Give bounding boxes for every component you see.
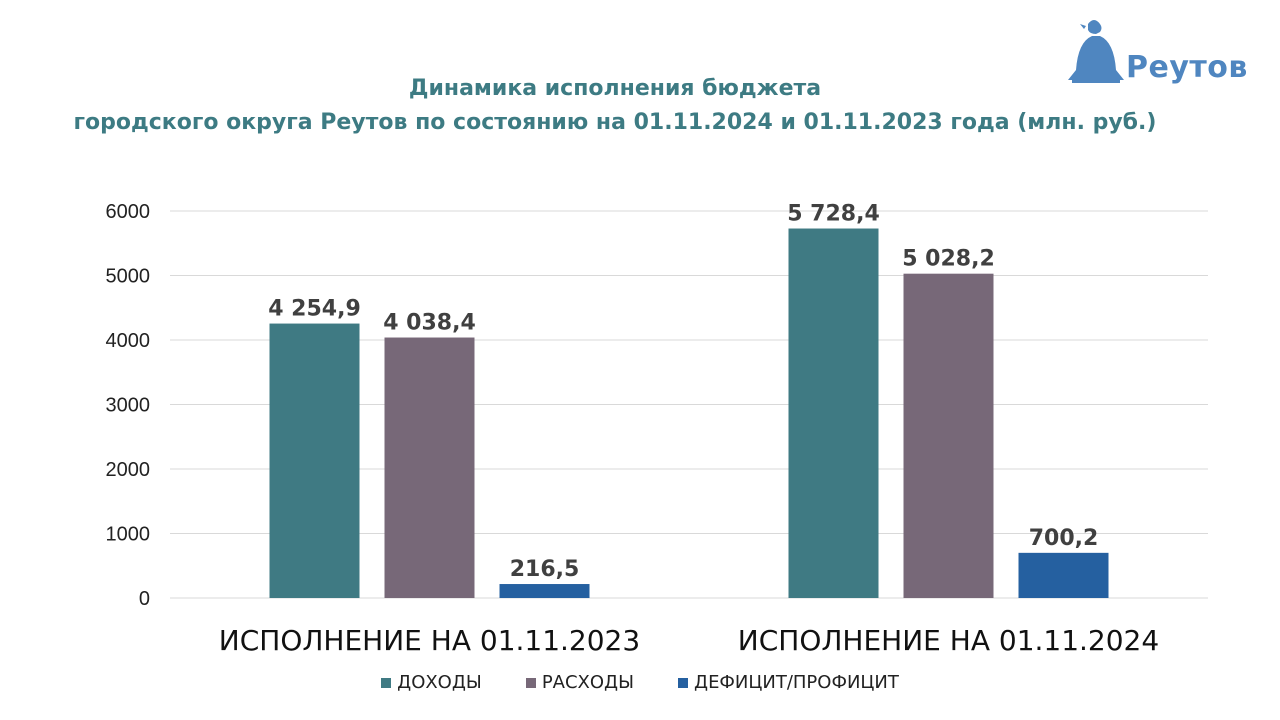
logo-text: Реутов: [1126, 50, 1248, 85]
legend: ДОХОДЫ РАСХОДЫ ДЕФИЦИТ/ПРОФИЦИТ: [0, 672, 1280, 693]
chart-title: Динамика исполнения бюджета городского о…: [0, 72, 1230, 140]
data-label: 216,5: [510, 557, 580, 582]
bar-expense: [384, 337, 475, 598]
legend-label-income: ДОХОДЫ: [397, 672, 482, 693]
x-category-label: ИСПОЛНЕНИЕ НА 01.11.2023: [219, 624, 640, 657]
y-tick-label: 2000: [106, 459, 151, 481]
legend-label-expense: РАСХОДЫ: [541, 672, 634, 693]
bell-icon: [1068, 20, 1124, 83]
legend-item-deficit: ДЕФИЦИТ/ПРОФИЦИТ: [678, 672, 899, 693]
data-label: 700,2: [1029, 526, 1099, 551]
x-category-label: ИСПОЛНЕНИЕ НА 01.11.2024: [738, 624, 1159, 657]
legend-swatch-income: [381, 677, 392, 688]
bar-income: [269, 323, 360, 598]
legend-swatch-expense: [525, 677, 536, 688]
y-tick-label: 6000: [106, 201, 151, 223]
data-label: 5 028,2: [902, 247, 995, 272]
bar-deficit: [499, 584, 590, 598]
data-label: 4 038,4: [383, 311, 476, 336]
y-tick-label: 3000: [106, 395, 151, 417]
y-tick-label: 1000: [106, 524, 151, 546]
bar-expense: [903, 273, 994, 598]
title-line-1: Динамика исполнения бюджета: [408, 76, 822, 101]
data-label: 4 254,9: [268, 297, 361, 322]
data-label: 5 728,4: [787, 202, 880, 227]
legend-item-income: ДОХОДЫ: [381, 672, 482, 693]
legend-item-expense: РАСХОДЫ: [525, 672, 634, 693]
y-tick-label: 4000: [106, 330, 151, 352]
y-tick-label: 5000: [106, 266, 151, 288]
title-line-2: городского округа Реутов по состоянию на…: [73, 110, 1157, 135]
y-tick-label: 0: [139, 588, 150, 610]
legend-swatch-deficit: [678, 677, 688, 688]
bar-income: [788, 228, 879, 599]
legend-label-deficit: ДЕФИЦИТ/ПРОФИЦИТ: [694, 672, 899, 693]
bar-deficit: [1018, 552, 1109, 598]
